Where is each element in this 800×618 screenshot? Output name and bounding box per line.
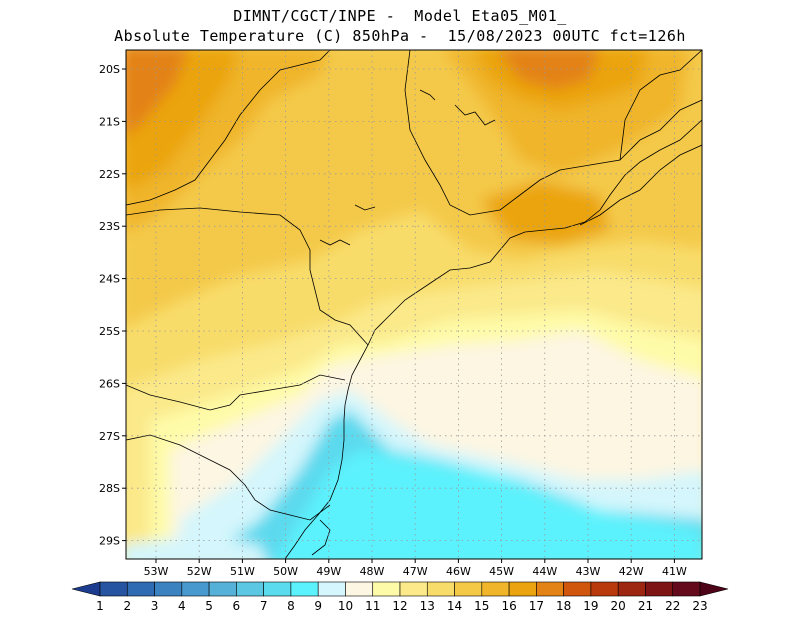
river-tiete xyxy=(319,239,351,246)
colorbar-box xyxy=(617,581,646,597)
colorbar-box xyxy=(126,581,155,597)
lon-tick-label: 52W xyxy=(187,565,212,578)
colorbar-box xyxy=(317,581,346,597)
colorbar-label: 16 xyxy=(501,599,516,613)
chart-title-line1: DIMNT/CGCT/INPE - Model Eta05_M01_ xyxy=(233,7,567,25)
colorbar-box xyxy=(399,581,428,597)
lon-tick-label: 53W xyxy=(144,565,169,578)
colorbar-label: 23 xyxy=(692,599,707,613)
colorbar-box xyxy=(208,581,237,597)
field-18C-northwest xyxy=(126,50,189,136)
border-sp-pr xyxy=(126,207,369,346)
lat-tick-label: 28S xyxy=(99,482,120,495)
lat-tick-label: 29S xyxy=(99,535,120,548)
lat-tick-label: 21S xyxy=(99,115,120,128)
lon-tick-label: 46W xyxy=(446,565,471,578)
border-mg-es xyxy=(619,99,702,161)
colorbar-label: 15 xyxy=(474,599,489,613)
colorbar-label: 6 xyxy=(233,599,241,613)
longitude-axis: 53W 52W 51W 50W 49W 48W 47W 46W 45W 44W 43W 42W 41W xyxy=(144,559,687,578)
map-frame xyxy=(125,49,703,560)
colorbar-box xyxy=(99,581,128,597)
lon-tick-label: 47W xyxy=(403,565,428,578)
colorbar-label: 5 xyxy=(205,599,213,613)
colorbar-label: 8 xyxy=(287,599,295,613)
colorbar-box xyxy=(590,581,619,597)
border-pr-sc xyxy=(126,374,346,411)
colorbar-label: 17 xyxy=(529,599,544,613)
colorbar-label: 21 xyxy=(638,599,653,613)
colorbar-label: 10 xyxy=(338,599,353,613)
colorbar-label: 11 xyxy=(365,599,380,613)
reservoir-grande xyxy=(419,89,436,101)
colorbar-label: 19 xyxy=(583,599,598,613)
colorbar-label: 4 xyxy=(178,599,186,613)
colorbar-label: 1 xyxy=(96,599,104,613)
colorbar-label: 20 xyxy=(611,599,626,613)
colorbar-box xyxy=(454,581,483,597)
lon-tick-label: 42W xyxy=(619,565,644,578)
colorbar-box xyxy=(263,581,292,597)
colorbar-label: 12 xyxy=(392,599,407,613)
colorbar-box xyxy=(426,581,455,597)
colorbar-label: 9 xyxy=(314,599,322,613)
colorbar-arrow-left xyxy=(71,581,101,597)
lat-tick-label: 27S xyxy=(99,430,120,443)
colorbar-label: 22 xyxy=(665,599,680,613)
grid-lines xyxy=(126,50,702,559)
border-mg-sp xyxy=(404,50,702,216)
colorbar-box xyxy=(645,581,674,597)
colorbar-box xyxy=(290,581,319,597)
colorbar-box xyxy=(536,581,564,597)
colorbar-label: 18 xyxy=(556,599,571,613)
colorbar-box xyxy=(154,581,183,597)
colorbar-label: 7 xyxy=(260,599,268,613)
lon-tick-label: 45W xyxy=(489,565,514,578)
colorbar-arrow-right xyxy=(699,581,729,597)
field-9C-south xyxy=(276,450,702,559)
lat-tick-label: 23S xyxy=(99,220,120,233)
lat-tick-label: 20S xyxy=(99,63,120,76)
lat-tick-label: 24S xyxy=(99,273,120,286)
lon-tick-label: 48W xyxy=(360,565,385,578)
colorbar-box xyxy=(345,581,374,597)
colorbar-label: 2 xyxy=(123,599,131,613)
border-rj xyxy=(579,144,702,226)
field-17C-coast xyxy=(480,180,610,245)
lat-tick-label: 25S xyxy=(99,325,120,338)
field-18C-northeast xyxy=(498,50,599,90)
lon-tick-label: 50W xyxy=(273,565,298,578)
coastline xyxy=(284,119,702,559)
colorbar: 1 2 3 4 5 6 7 8 9 10 11 12 13 14 15 16 17 18 19 20 21 22 23 xyxy=(71,581,729,613)
colorbar-label: 14 xyxy=(447,599,462,613)
border-ms-sp xyxy=(126,50,331,206)
lon-tick-label: 41W xyxy=(662,565,687,578)
temperature-field xyxy=(126,50,702,559)
colorbar-box xyxy=(481,581,510,597)
colorbar-box xyxy=(508,581,537,597)
lon-tick-label: 51W xyxy=(230,565,255,578)
colorbar-box xyxy=(372,581,401,597)
colorbar-box xyxy=(181,581,210,597)
colorbar-label: 13 xyxy=(420,599,435,613)
lagoa-dos-patos xyxy=(311,519,331,556)
lon-tick-label: 49W xyxy=(316,565,341,578)
lon-tick-label: 44W xyxy=(532,565,557,578)
reservoir-furnas xyxy=(454,104,496,126)
chart-title-line2: Absolute Temperature (C) 850hPa - 15/08/… xyxy=(114,27,686,45)
border-sc-rs xyxy=(126,434,331,521)
lon-tick-label: 43W xyxy=(576,565,601,578)
reservoir-paranapanema xyxy=(354,204,376,211)
lat-tick-label: 22S xyxy=(99,168,120,181)
colorbar-box xyxy=(672,581,701,597)
borders xyxy=(126,50,702,559)
colorbar-box xyxy=(563,581,592,597)
latitude-axis: 20S 21S 22S 23S 24S 25S 26S 27S 28S 29S xyxy=(99,63,126,548)
field-10C-southwest xyxy=(126,535,266,559)
colorbar-box xyxy=(236,581,264,597)
colorbar-label: 3 xyxy=(151,599,159,613)
lat-tick-label: 26S xyxy=(99,377,120,390)
